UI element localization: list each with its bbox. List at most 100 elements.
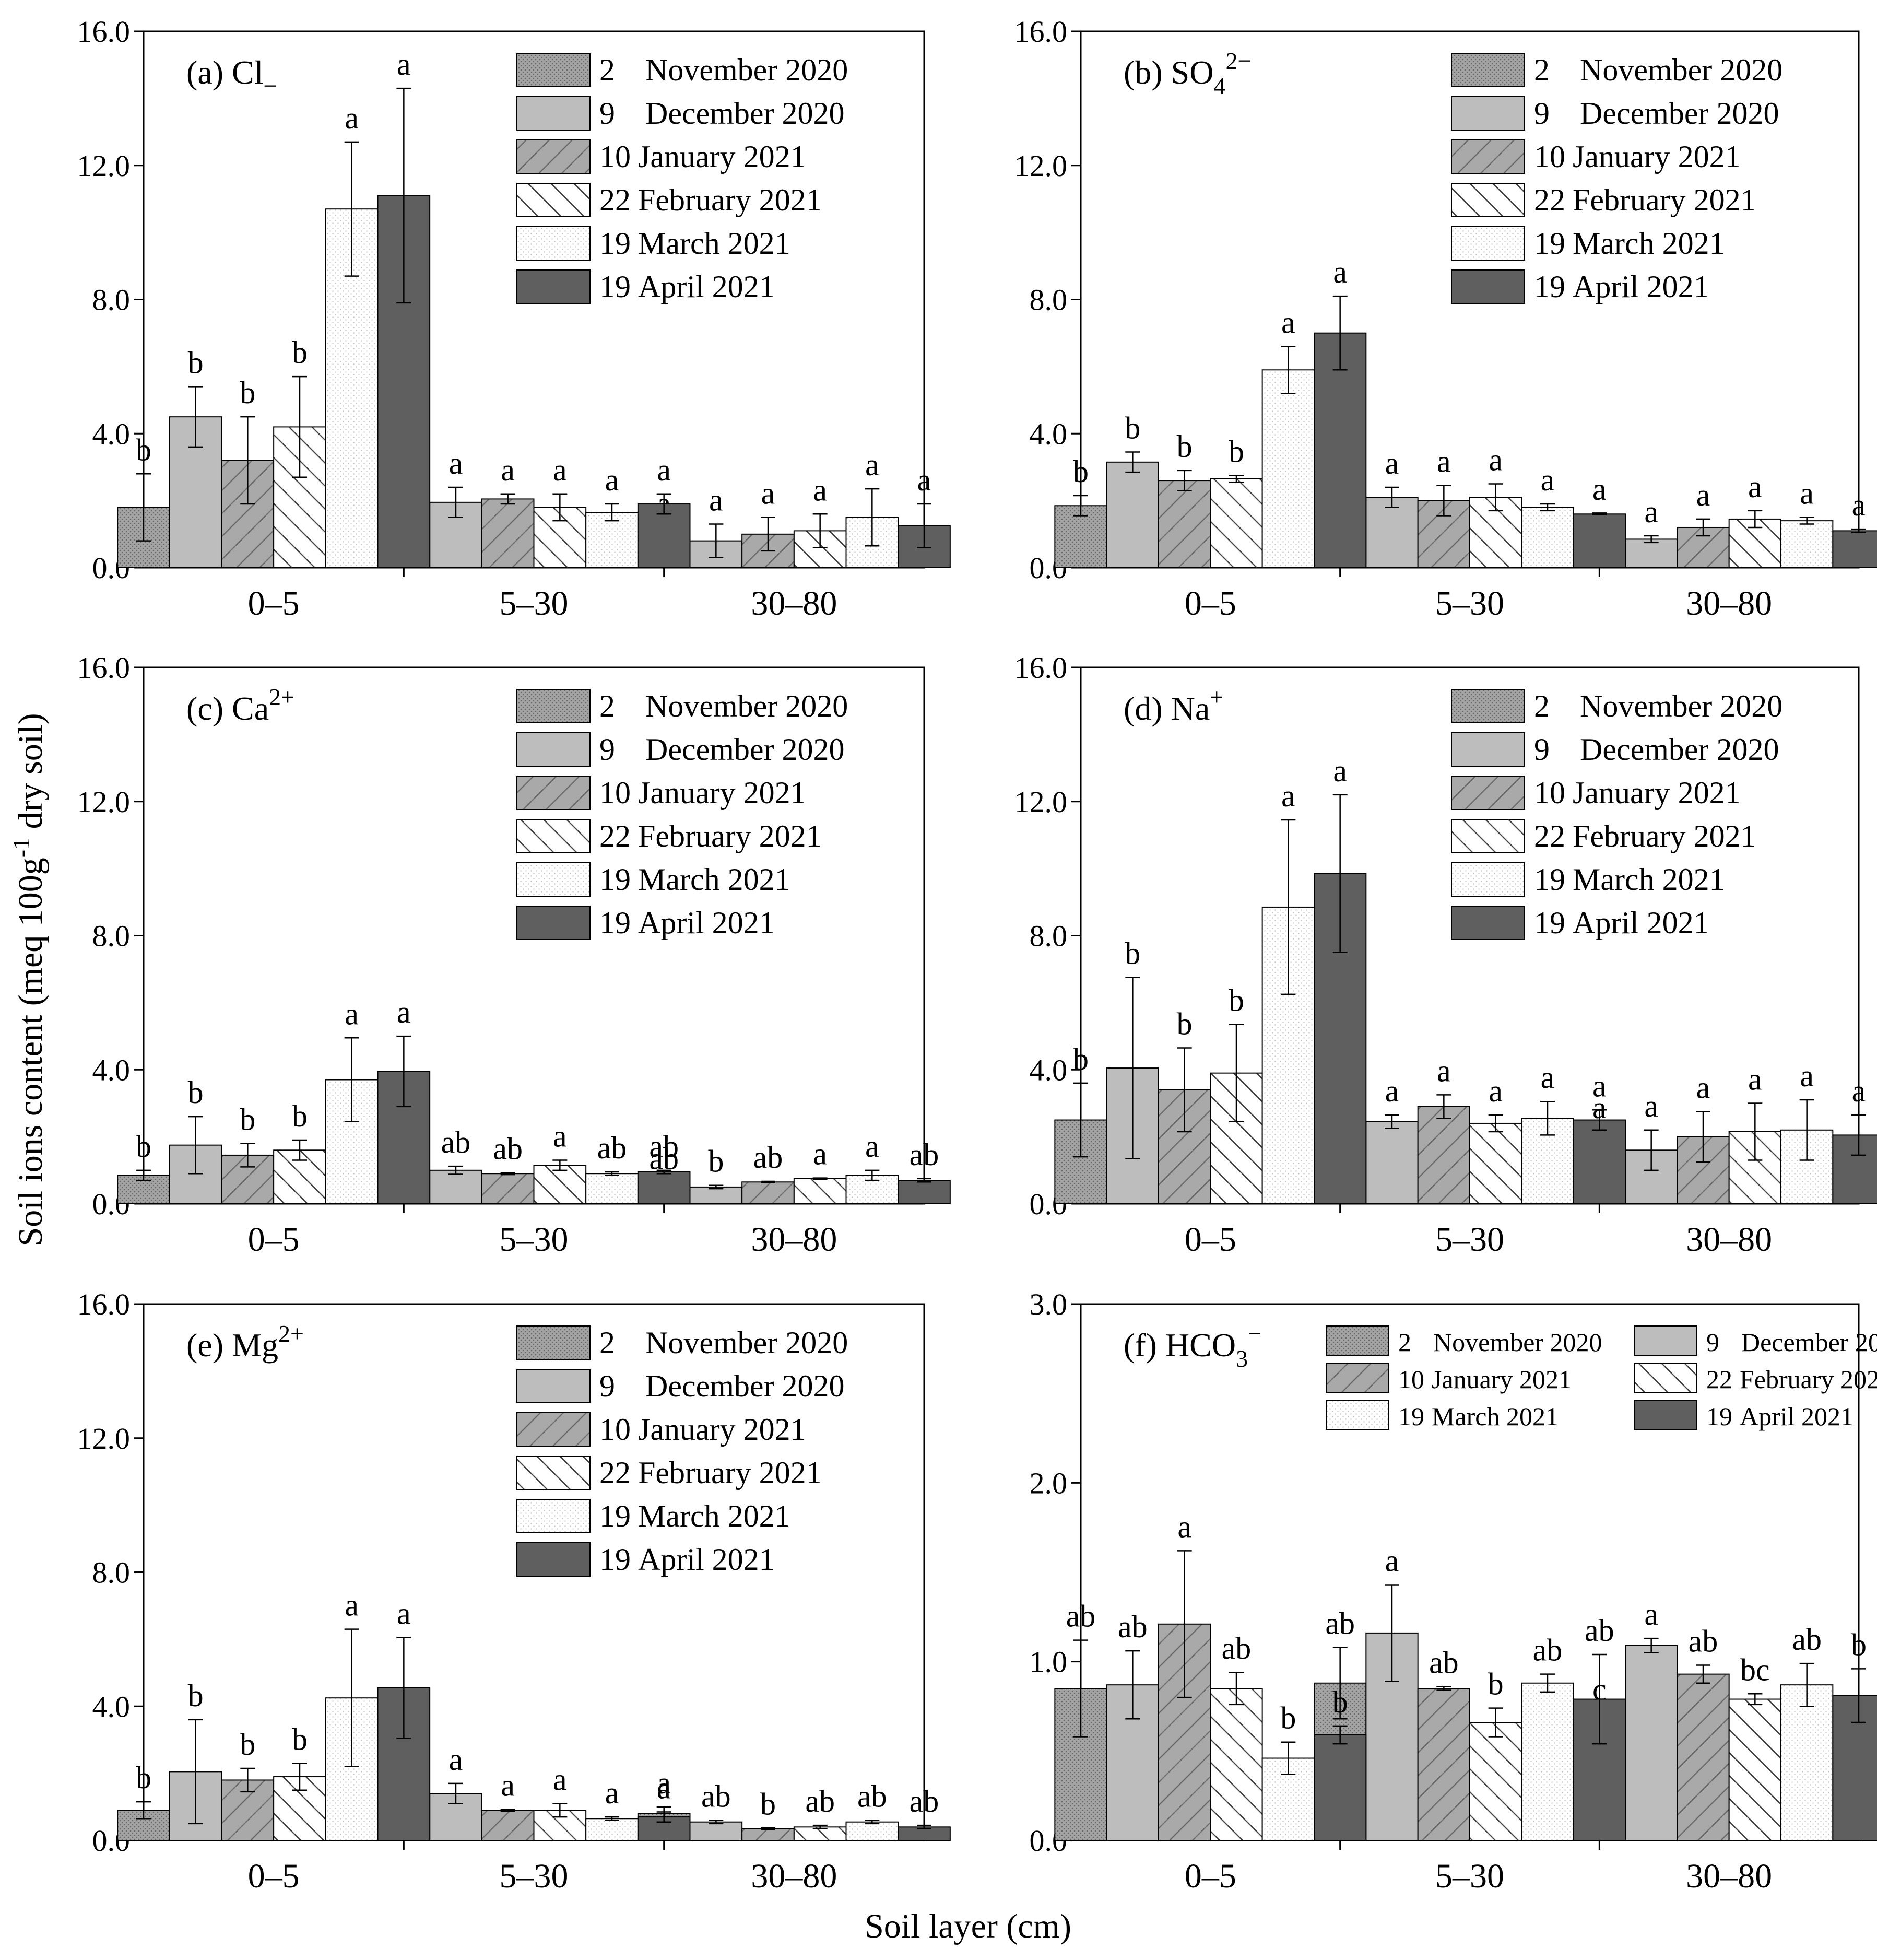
- legend-label-day: 22: [1706, 1365, 1732, 1394]
- significance-letter: b: [136, 432, 151, 467]
- significance-letter: a: [1852, 488, 1866, 522]
- bar-19-march-2021-5-30: [585, 1173, 639, 1204]
- chart-panel-e: 0.04.08.012.016.00–55–3030–80baabaabbabb…: [77, 1287, 951, 1895]
- legend-label-day: 10: [599, 776, 631, 810]
- bar-19-march-2021-5-30: [1521, 507, 1574, 569]
- legend-label-19-april-2021: 19 April 2021: [599, 906, 775, 940]
- significance-letter: ab: [1118, 1610, 1148, 1644]
- x-category-label: 30–80: [751, 584, 837, 623]
- significance-letter: a: [1333, 754, 1347, 788]
- x-axis-title: Soil layer (cm): [865, 1907, 1071, 1945]
- legend-swatch-10-january-2021: [516, 1412, 591, 1447]
- x-category-label: 5–30: [500, 1857, 569, 1895]
- bar-19-april-2021-30-80: [1832, 1134, 1877, 1204]
- legend-swatch-9-december-2020: [1634, 1325, 1697, 1356]
- legend-label-day: 22: [599, 183, 631, 217]
- legend-swatch-22-february-2021: [1451, 819, 1525, 853]
- y-tick-label: 8.0: [92, 919, 131, 953]
- significance-letter: ab: [805, 1784, 835, 1818]
- bar-10-january-2021-5-30: [1417, 1106, 1471, 1204]
- x-category-label: 30–80: [751, 1857, 837, 1895]
- legend-label-10-january-2021: 10 January 2021: [599, 776, 806, 810]
- legend-label-date: December 2020: [645, 96, 845, 131]
- legend-label-day: 2: [1398, 1328, 1411, 1357]
- legend-label-date: November 2020: [645, 53, 848, 87]
- significance-letter: a: [1644, 1597, 1658, 1632]
- legend-label-date: November 2020: [645, 689, 848, 723]
- y-tick-label: 2.0: [1030, 1466, 1068, 1500]
- bar-10-january-2021-5-30: [1417, 1688, 1471, 1841]
- legend-label-9-december-2020: 9 December 2020: [599, 732, 845, 767]
- panel-title-main: (c) Ca: [186, 690, 269, 727]
- significance-letter: a: [1437, 1053, 1451, 1088]
- legend-swatch-19-march-2021: [516, 1499, 591, 1533]
- legend-label-10-january-2021: 10 January 2021: [1398, 1365, 1572, 1394]
- y-axis-title: Soil ions content (meq 100g-1 dry soil): [8, 713, 50, 1247]
- y-tick-label: 12.0: [77, 149, 131, 183]
- legend-label-day: 2: [1534, 53, 1550, 87]
- significance-letter: b: [292, 1722, 308, 1756]
- legend-label-10-january-2021: 10 January 2021: [1534, 139, 1741, 174]
- legend-swatch-19-march-2021: [516, 226, 591, 261]
- panel-title: (f) HCO3−: [1124, 1320, 1261, 1372]
- bar-22-february-2021-30-80: [793, 1178, 847, 1204]
- legend-swatch-19-april-2021: [516, 1542, 591, 1577]
- legend-label-day: 10: [599, 1412, 631, 1447]
- x-category-label: 30–80: [1686, 1220, 1772, 1259]
- legend-label-2-november-2020: 2 November 2020: [599, 689, 848, 723]
- y-tick-label: 4.0: [1030, 1053, 1068, 1087]
- legend-swatch-19-april-2021: [1451, 269, 1525, 304]
- legend-label-day: 9: [1534, 96, 1550, 131]
- bar-9-december-2020-30-80: [1625, 1645, 1678, 1841]
- significance-letter: b: [1073, 454, 1089, 489]
- legend-label-date: December 2020: [1741, 1328, 1877, 1357]
- bar-9-december-2020-30-80: [689, 1186, 743, 1204]
- y-tick-label: 12.0: [77, 785, 131, 819]
- significance-letter: a: [1489, 1074, 1503, 1108]
- legend-label-date: March 2021: [638, 226, 790, 261]
- significance-letter: a: [1385, 1543, 1399, 1578]
- legend-label-date: November 2020: [1433, 1328, 1602, 1357]
- legend-label-19-march-2021: 19 March 2021: [599, 226, 790, 261]
- legend-swatch-19-april-2021: [1451, 906, 1525, 940]
- legend-label-day: 9: [599, 96, 615, 131]
- significance-letter: b: [240, 375, 255, 410]
- y-tick-label: 12.0: [77, 1422, 131, 1456]
- legend-label-date: February 2021: [1573, 819, 1756, 853]
- legend-label-day: 19: [1534, 269, 1565, 304]
- significance-letter: ab: [1429, 1646, 1459, 1680]
- legend-swatch-2-november-2020: [516, 1325, 591, 1360]
- significance-letter: ab: [1689, 1624, 1718, 1659]
- significance-letter: a: [657, 1766, 671, 1800]
- significance-letter: a: [761, 476, 775, 511]
- y-tick-label: 12.0: [1014, 149, 1068, 183]
- significance-letter: b: [760, 1787, 776, 1821]
- legend-label-day: 9: [599, 732, 615, 767]
- legend-label-day: 10: [1398, 1365, 1424, 1394]
- legend-label-date: January 2021: [638, 139, 806, 174]
- bar-22-february-2021-0-5: [1210, 1688, 1263, 1841]
- legend-swatch-19-march-2021: [1326, 1400, 1389, 1430]
- y-axis-title-tail: dry soil): [11, 713, 50, 838]
- significance-letter: ab: [1792, 1622, 1822, 1657]
- bar-19-april-2021-30-80: [898, 1180, 951, 1205]
- significance-letter: a: [449, 1742, 463, 1777]
- legend-label-19-april-2021: 19 April 2021: [1534, 906, 1709, 940]
- legend-label-day: 19: [1534, 862, 1565, 897]
- panel-title-superscript: 2+: [278, 1320, 304, 1347]
- bar-10-january-2021-30-80: [741, 1181, 795, 1204]
- significance-letter: a: [1696, 1070, 1710, 1105]
- significance-letter: ab: [1325, 1606, 1355, 1640]
- legend-swatch-22-february-2021: [1634, 1363, 1697, 1393]
- significance-letter: a: [553, 453, 567, 487]
- legend-label-date: December 2020: [1580, 732, 1779, 767]
- significance-letter: ab: [910, 1784, 939, 1818]
- x-category-label: 30–80: [1686, 584, 1772, 623]
